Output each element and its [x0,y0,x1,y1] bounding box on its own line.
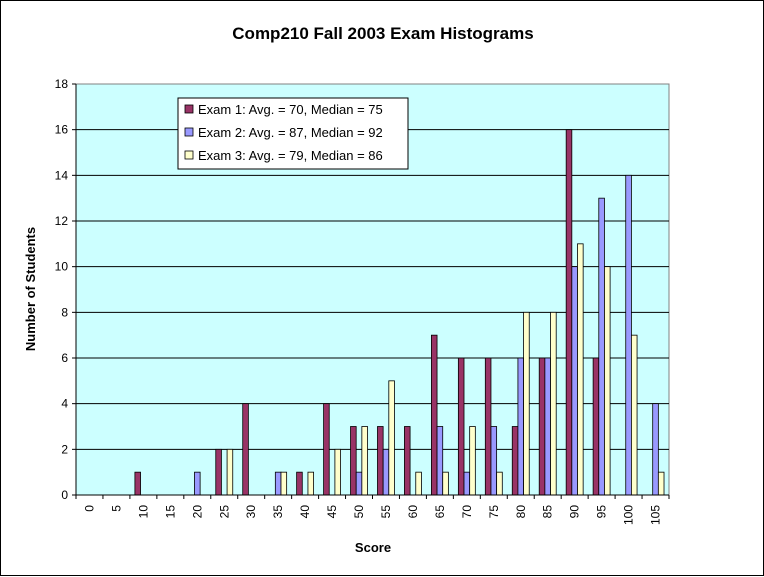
x-tick-label: 45 [325,505,339,519]
x-tick-label: 95 [595,505,609,519]
y-axis-label: Number of Students [23,227,38,351]
bar [571,266,578,496]
bar [484,357,492,496]
bar [382,448,390,496]
y-tick-label: 4 [61,397,68,411]
bar [657,471,665,496]
bar [517,357,524,496]
x-tick-label: 10 [136,505,150,519]
bar [436,426,444,496]
bars [134,129,665,496]
x-tick-label: 100 [622,505,636,525]
x-tick-label: 30 [244,505,258,519]
x-tick-label: 5 [109,505,123,512]
bar [604,266,611,496]
bar [274,471,282,496]
bar [469,426,476,496]
y-tick-label: 2 [61,442,68,456]
x-tick-label: 35 [271,505,285,519]
x-tick-label: 50 [352,505,366,519]
x-axis-label: Score [355,540,391,555]
bar [388,380,395,496]
legend-swatch [184,150,194,160]
bar [463,471,471,496]
bar [296,471,303,496]
legend-entry: Exam 2: Avg. = 87, Median = 92 [198,125,383,140]
bar [442,471,449,496]
y-tick-label: 6 [61,351,68,365]
bar [577,243,584,496]
legend: Exam 1: Avg. = 70, Median = 75 Exam 2: Av… [177,97,409,170]
bar [377,426,384,496]
bar [592,357,600,496]
y-tick-label: 16 [55,123,69,137]
bar [523,311,530,496]
bar [511,426,519,496]
legend-swatch [184,127,194,137]
x-tick-label: 25 [217,505,231,519]
bar [134,471,141,496]
bar [280,471,288,496]
bar [430,334,438,496]
bar [415,471,422,496]
bar [215,448,222,496]
axes [72,83,670,499]
y-tick-label: 8 [61,305,68,319]
y-tick-label: 12 [55,214,69,228]
bar [361,426,368,496]
legend-entry: Exam 3: Avg. = 79, Median = 86 [198,148,383,163]
legend-swatch [184,104,194,114]
x-tick-label: 70 [460,505,474,519]
bar [355,471,363,496]
x-tick-label: 75 [487,505,501,519]
x-tick-label: 80 [514,505,528,519]
bar [323,403,330,496]
x-tick-label: 15 [163,505,177,519]
x-tick-labels: 0 5 10 15 20 25 30 35 40 45 50 55 60 65 70 75 80 85 90 95 10… [82,505,662,525]
bar [350,426,357,496]
chart-title: Comp210 Fall 2003 Exam Histograms [232,24,533,43]
x-tick-label: 105 [649,505,663,525]
bar [652,403,659,496]
x-tick-label: 85 [541,505,555,519]
y-tick-label: 18 [55,77,69,91]
bar [544,357,551,496]
bar [496,471,503,496]
bar [565,129,573,496]
x-tick-label: 60 [406,505,420,519]
legend-box [177,97,409,170]
x-tick-label: 55 [379,505,393,519]
x-tick-label: 20 [190,505,204,519]
bar [226,448,234,496]
bar [404,426,411,496]
bar [490,426,498,496]
legend-entry: Exam 1: Avg. = 70, Median = 75 [198,102,383,117]
bar [334,448,341,496]
bar [538,357,546,496]
y-tick-label: 14 [55,168,69,182]
bar [550,311,557,496]
x-tick-label: 40 [298,505,312,519]
y-tick-label: 10 [55,260,69,274]
bar [307,471,315,496]
bar [625,174,632,496]
bar [630,334,638,496]
bar [598,197,605,496]
x-tick-label: 90 [568,505,582,519]
bar [194,471,201,496]
y-tick-labels: 0 2 4 6 8 10 12 14 16 18 [55,77,69,502]
x-tick-label: 0 [82,505,96,512]
y-tick-label: 0 [61,488,68,502]
bar [457,357,465,496]
x-tick-label: 65 [433,505,447,519]
bar [242,403,249,496]
